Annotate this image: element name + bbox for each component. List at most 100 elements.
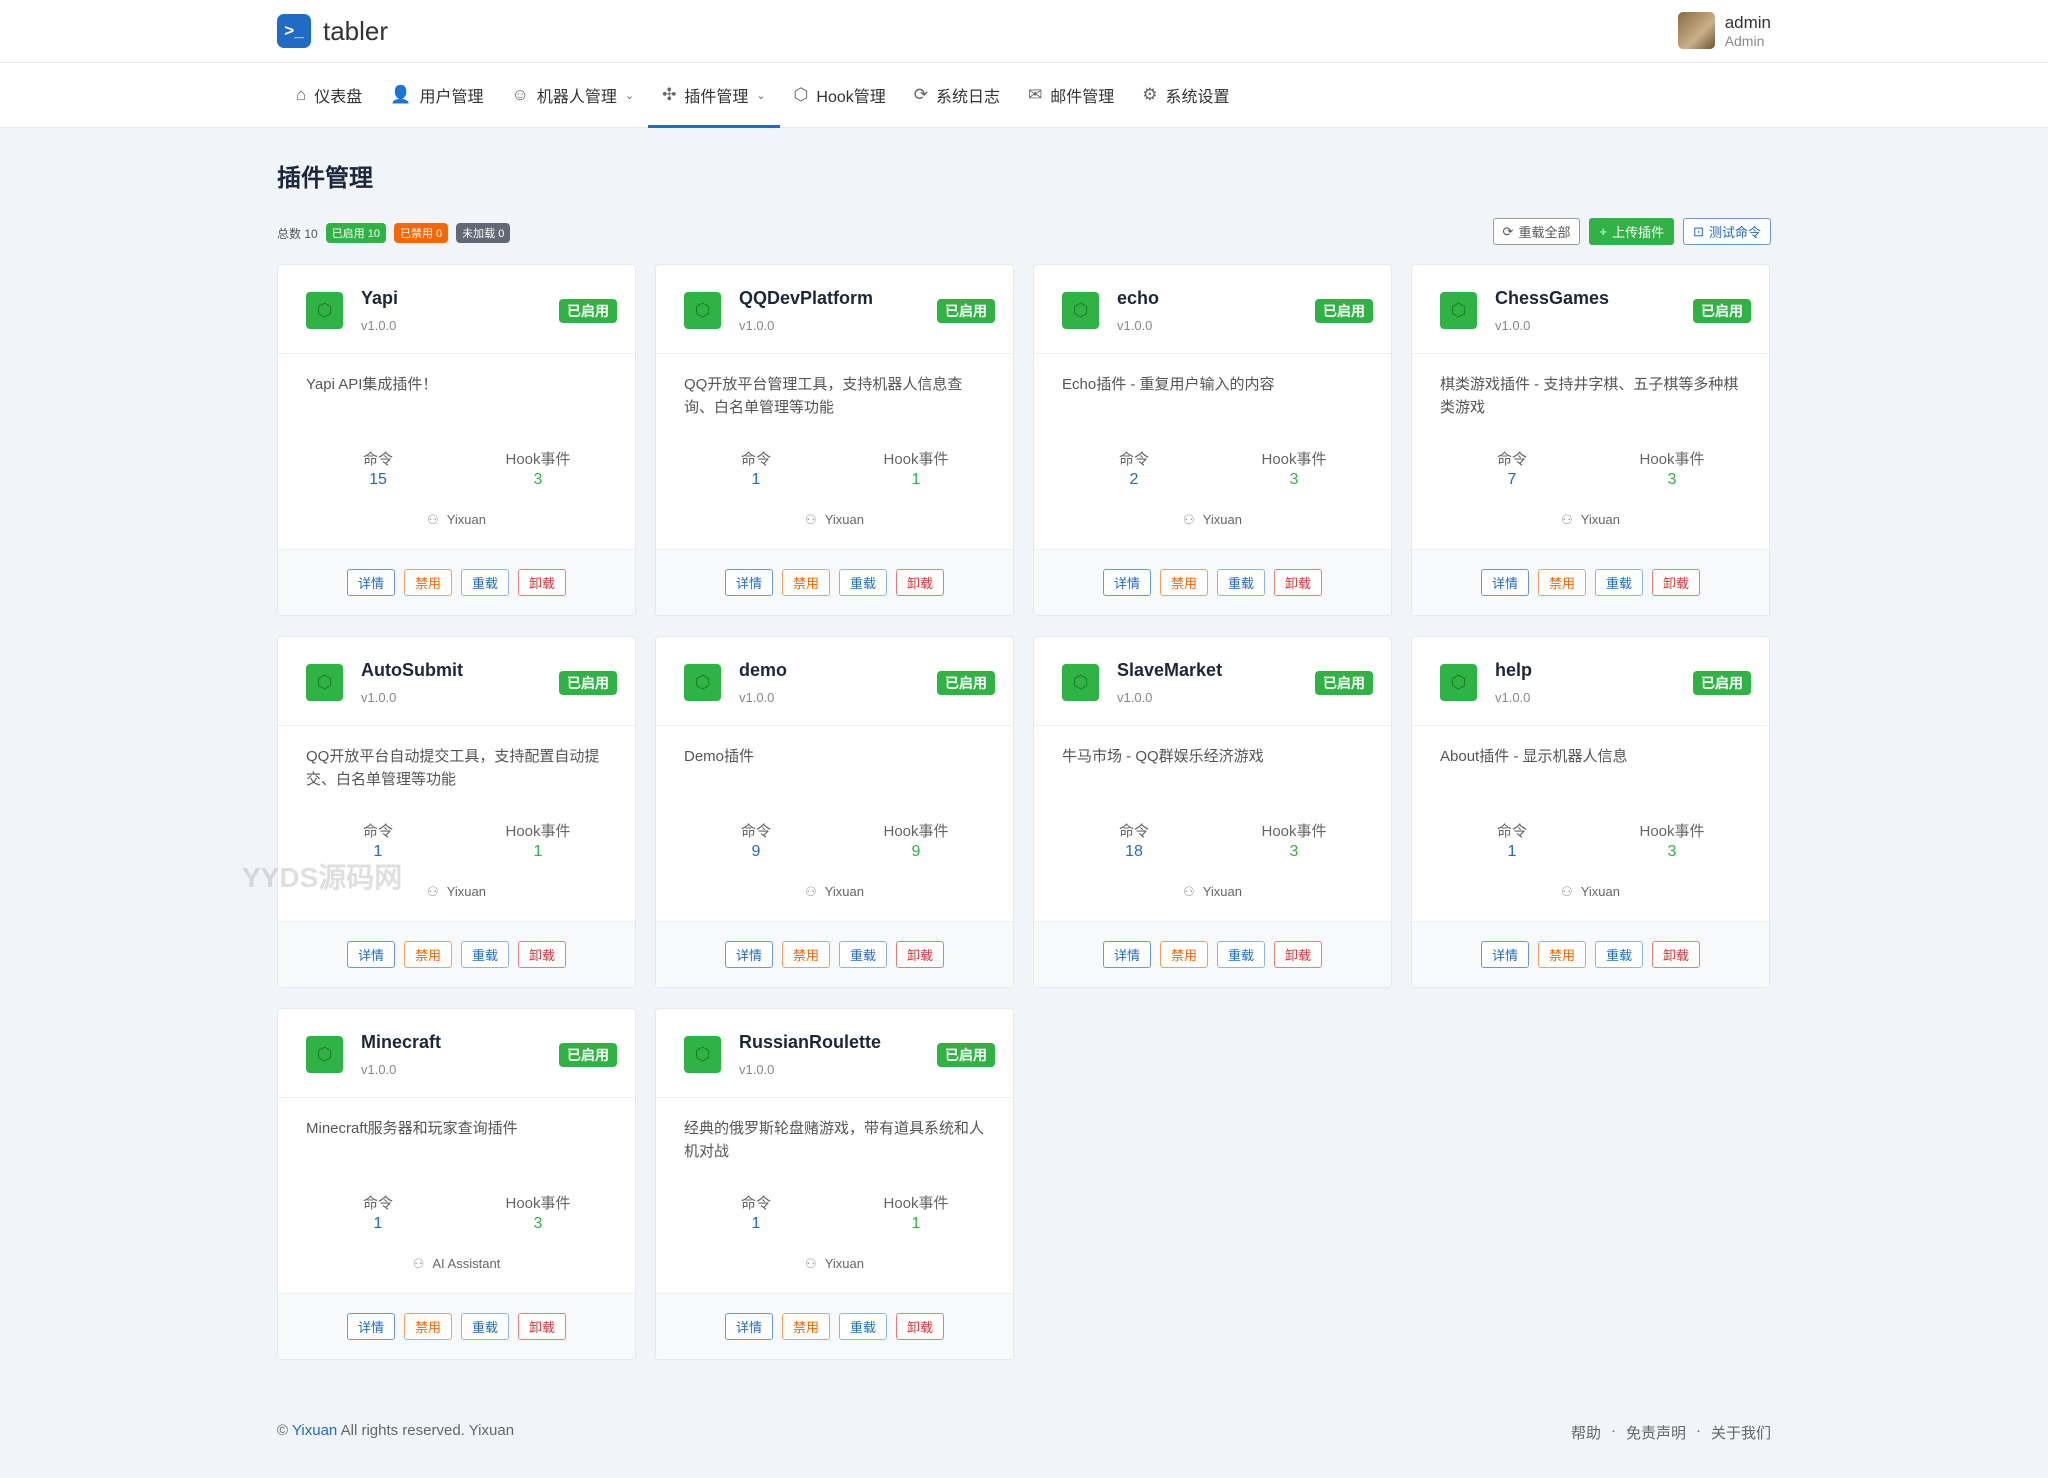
- refresh-icon: ⟳: [913, 85, 929, 104]
- disclaimer-link[interactable]: 免责声明: [1625, 1425, 1686, 1442]
- reload-button[interactable]: 重载: [1595, 941, 1643, 968]
- nav-item-2[interactable]: ☺ 机器人管理 ⌄: [497, 63, 648, 127]
- plugin-author: ⚇ Yixuan: [1034, 884, 1391, 900]
- plugin-description: 经典的俄罗斯轮盘赌游戏，带有道具系统和人机对战: [684, 1120, 985, 1160]
- reload-button[interactable]: 重载: [1217, 941, 1265, 968]
- disable-button[interactable]: 禁用: [1538, 941, 1586, 968]
- reload-button[interactable]: 重载: [461, 569, 509, 596]
- unloaded-badge: 未加载 0: [456, 223, 511, 243]
- hooks-stat: Hook事件 9: [856, 820, 976, 861]
- plugin-author: ⚇ Yixuan: [278, 512, 635, 528]
- plugin-author: ⚇ Yixuan: [1034, 512, 1391, 528]
- nav-item-0[interactable]: ⌂ 仪表盘: [282, 63, 376, 127]
- plugin-description: QQ开放平台管理工具，支持机器人信息查询、白名单管理等功能: [684, 376, 963, 416]
- plugin-card: ⬡ AutoSubmit v1.0.0 已启用 QQ开放平台自动提交工具，支持配置自动提…: [277, 636, 636, 988]
- user-icon: ⚇: [427, 512, 439, 527]
- card-body: QQ开放平台自动提交工具，支持配置自动提交、白名单管理等功能 命令 1 Hook事件 1…: [278, 726, 635, 921]
- uninstall-button[interactable]: 卸载: [896, 1313, 944, 1340]
- user-menu[interactable]: admin Admin: [1677, 12, 1771, 49]
- disable-button[interactable]: 禁用: [782, 569, 830, 596]
- disable-button[interactable]: 禁用: [1160, 569, 1208, 596]
- nav-item-3[interactable]: ✣ 插件管理 ⌄: [648, 63, 781, 128]
- hooks-stat: Hook事件 3: [1612, 448, 1732, 489]
- hooks-count: 3: [1667, 471, 1677, 488]
- reload-button[interactable]: 重载: [1217, 569, 1265, 596]
- plugin-version: v1.0.0: [361, 318, 397, 333]
- author-name: AI Assistant: [432, 1256, 501, 1271]
- disable-button[interactable]: 禁用: [1160, 941, 1208, 968]
- plugin-version: v1.0.0: [739, 1062, 775, 1077]
- cube-icon: ⬡: [306, 664, 343, 701]
- reload-all-button[interactable]: ⟳ 重载全部: [1492, 218, 1581, 245]
- plugin-author: ⚇ Yixuan: [278, 884, 635, 900]
- plugin-author: ⚇ Yixuan: [1412, 884, 1769, 900]
- detail-button[interactable]: 详情: [725, 569, 773, 596]
- detail-button[interactable]: 详情: [725, 941, 773, 968]
- reload-button[interactable]: 重载: [839, 941, 887, 968]
- uninstall-button[interactable]: 卸载: [518, 1313, 566, 1340]
- owner-link[interactable]: Yixuan: [291, 1422, 338, 1439]
- hooks-label: Hook事件: [1639, 823, 1705, 840]
- about-link[interactable]: 关于我们: [1710, 1425, 1771, 1442]
- upload-plugin-button[interactable]: + 上传插件: [1589, 218, 1675, 245]
- reload-button[interactable]: 重载: [461, 941, 509, 968]
- detail-button[interactable]: 详情: [347, 941, 395, 968]
- nav-label: 邮件管理: [1050, 89, 1115, 106]
- detail-button[interactable]: 详情: [347, 1313, 395, 1340]
- reload-button[interactable]: 重载: [1595, 569, 1643, 596]
- brand-logo[interactable]: >_ tabler: [277, 14, 388, 48]
- status-badge: 已启用: [1315, 671, 1373, 695]
- reload-button[interactable]: 重载: [839, 569, 887, 596]
- uninstall-button[interactable]: 卸载: [896, 569, 944, 596]
- detail-button[interactable]: 详情: [1481, 569, 1529, 596]
- disable-button[interactable]: 禁用: [404, 1313, 452, 1340]
- detail-button[interactable]: 详情: [1481, 941, 1529, 968]
- disable-button[interactable]: 禁用: [404, 941, 452, 968]
- detail-button[interactable]: 详情: [1103, 569, 1151, 596]
- author-name: Yixuan: [446, 512, 486, 527]
- uninstall-button[interactable]: 卸载: [1274, 941, 1322, 968]
- uninstall-button[interactable]: 卸载: [518, 569, 566, 596]
- hooks-stat: Hook事件 3: [1234, 448, 1354, 489]
- nav-item-7[interactable]: ⚙ 系统设置: [1128, 63, 1243, 127]
- card-actions: 详情 禁用 重载 卸载: [278, 549, 635, 615]
- uninstall-button[interactable]: 卸载: [518, 941, 566, 968]
- uninstall-button[interactable]: 卸载: [1274, 569, 1322, 596]
- disable-button[interactable]: 禁用: [782, 941, 830, 968]
- reload-button[interactable]: 重载: [461, 1313, 509, 1340]
- nav-item-6[interactable]: ✉ 邮件管理: [1014, 63, 1128, 127]
- commands-label: 命令: [362, 451, 393, 468]
- plugin-description: 棋类游戏插件 - 支持井字棋、五子棋等多种棋类游戏: [1440, 376, 1739, 416]
- nav-item-1[interactable]: 👤 用户管理: [376, 63, 497, 127]
- card-actions: 详情 禁用 重载 卸载: [1034, 921, 1391, 987]
- plus-icon: +: [1599, 224, 1608, 239]
- author-name: Yixuan: [824, 512, 864, 527]
- detail-button[interactable]: 详情: [725, 1313, 773, 1340]
- status-badge: 已启用: [559, 671, 617, 695]
- commands-stat: 命令 9: [696, 820, 816, 861]
- nav-item-5[interactable]: ⟳ 系统日志: [900, 63, 1014, 127]
- uninstall-button[interactable]: 卸载: [896, 941, 944, 968]
- detail-button[interactable]: 详情: [347, 569, 395, 596]
- detail-button[interactable]: 详情: [1103, 941, 1151, 968]
- reload-button[interactable]: 重载: [839, 1313, 887, 1340]
- disable-button[interactable]: 禁用: [782, 1313, 830, 1340]
- user-icon: ⚇: [1183, 884, 1195, 899]
- card-actions: 详情 禁用 重载 卸载: [278, 921, 635, 987]
- card-actions: 详情 禁用 重载 卸载: [1412, 549, 1769, 615]
- commands-count: 18: [1125, 843, 1143, 860]
- user-icon: ⚇: [1561, 512, 1573, 527]
- hooks-stat: Hook事件 1: [856, 448, 976, 489]
- disable-button[interactable]: 禁用: [1538, 569, 1586, 596]
- help-link[interactable]: 帮助: [1570, 1425, 1601, 1442]
- card-header: ⬡ help v1.0.0 已启用: [1412, 637, 1769, 726]
- status-badge: 已启用: [1693, 671, 1751, 695]
- plugin-author: ⚇ Yixuan: [656, 884, 1013, 900]
- nav-label: 系统设置: [1165, 89, 1230, 106]
- plugin-version: v1.0.0: [1495, 690, 1531, 705]
- uninstall-button[interactable]: 卸载: [1652, 569, 1700, 596]
- uninstall-button[interactable]: 卸载: [1652, 941, 1700, 968]
- test-command-button[interactable]: ⊡ 测试命令: [1683, 218, 1771, 245]
- nav-item-4[interactable]: ⬡ Hook管理: [780, 63, 900, 127]
- disable-button[interactable]: 禁用: [404, 569, 452, 596]
